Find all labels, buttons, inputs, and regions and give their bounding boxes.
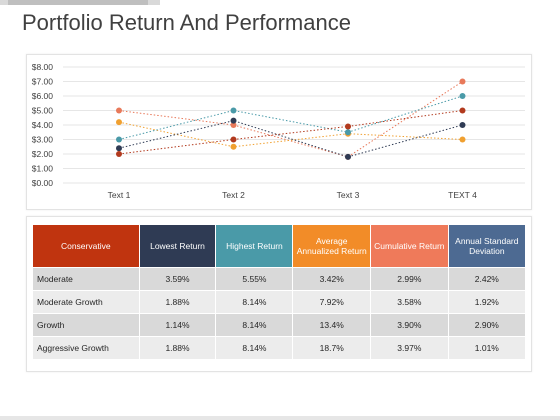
- y-tick-label: $2.00: [32, 149, 54, 159]
- y-tick-label: $8.00: [32, 62, 54, 72]
- table-row: Moderate 3.59% 5.55% 3.42% 2.99% 2.42%: [33, 268, 525, 290]
- data-point: [230, 122, 237, 128]
- table-cell: 2.99%: [371, 268, 448, 290]
- y-tick-label: $7.00: [32, 77, 54, 87]
- table-cell: 3.97%: [371, 337, 448, 359]
- data-point: [230, 107, 237, 114]
- y-tick-label: $0.00: [32, 178, 54, 188]
- data-point: [345, 123, 351, 130]
- chart-panel: $0.00 $1.00 $2.00 $3.00 $4.00 $5.00 $6.00 $7.00…: [26, 54, 532, 210]
- data-point: [116, 119, 122, 126]
- table-cell: 2.42%: [448, 268, 525, 290]
- table-panel: Conservative Lowest Return Highest Return A…: [26, 216, 532, 372]
- y-tick-label: $4.00: [32, 120, 54, 130]
- table-cell: 18.7%: [293, 337, 371, 359]
- table-cell: 1.14%: [139, 314, 216, 336]
- series-line: [118, 121, 463, 148]
- table-cell: 3.42%: [293, 268, 371, 290]
- table-cell: 8.14%: [216, 291, 293, 313]
- y-tick-label: $1.00: [32, 164, 54, 174]
- table-cell: 1.01%: [448, 337, 525, 359]
- column-header: Highest Return: [216, 225, 293, 267]
- data-point: [459, 107, 466, 114]
- table-cell: 1.88%: [139, 337, 216, 359]
- table-cell: 2.90%: [448, 314, 525, 336]
- data-point: [116, 151, 122, 157]
- table-cell: 3.58%: [371, 291, 448, 313]
- table-row: Moderate Growth 1.88% 8.14% 7.92% 3.58% 1.92%: [33, 291, 525, 313]
- series-line: [118, 95, 463, 140]
- row-label-cell: Aggressive Growth: [33, 337, 139, 359]
- y-tick-label: $6.00: [32, 91, 54, 101]
- table-row: Growth 1.14% 8.14% 13.4% 3.90% 2.90%: [33, 314, 525, 336]
- x-tick-label: Text 3: [337, 190, 360, 200]
- table-cell: 5.55%: [216, 268, 293, 290]
- data-point: [345, 129, 351, 136]
- row-label-cell: Moderate: [33, 268, 139, 290]
- data-point: [116, 107, 122, 114]
- column-header: Lowest Return: [139, 225, 216, 267]
- data-point: [230, 117, 237, 124]
- data-point: [459, 122, 466, 128]
- data-point: [459, 93, 466, 99]
- y-tick-label: $3.00: [32, 135, 54, 145]
- bottom-bar: [0, 416, 560, 420]
- top-accent-bar-inner: [8, 0, 148, 5]
- table-cell: 13.4%: [293, 314, 371, 336]
- page-title: Portfolio Return And Performance: [22, 10, 351, 35]
- table-cell: 8.14%: [216, 337, 293, 359]
- series-line: [118, 110, 463, 155]
- row-label-cell: Moderate Growth: [33, 291, 139, 313]
- column-header: Cumulative Return: [371, 225, 448, 267]
- data-point: [459, 78, 466, 85]
- table-cell: 1.92%: [448, 291, 525, 313]
- table-header-row: Conservative Lowest Return Highest Return A…: [33, 225, 525, 267]
- data-point: [230, 136, 237, 143]
- data-point: [116, 145, 122, 152]
- x-tick-label: TEXT 4: [448, 190, 477, 200]
- table-cell: 3.59%: [139, 268, 216, 290]
- table-cell: 8.14%: [216, 314, 293, 336]
- table-cell: 1.88%: [139, 291, 216, 313]
- line-chart: $0.00 $1.00 $2.00 $3.00 $4.00 $5.00 $6.00 $7.00…: [32, 62, 525, 200]
- column-header: Average Annualized Return: [293, 225, 371, 267]
- performance-table: Conservative Lowest Return Highest Return A…: [32, 224, 526, 360]
- column-header: Annual Standard Deviation: [448, 225, 525, 267]
- x-tick-label: Text 1: [108, 190, 131, 200]
- table-body: Moderate 3.59% 5.55% 3.42% 2.99% 2.42% Moderat…: [33, 268, 525, 359]
- data-point: [459, 136, 466, 143]
- x-tick-label: Text 2: [222, 190, 245, 200]
- y-tick-label: $5.00: [32, 106, 54, 116]
- data-point: [230, 143, 237, 150]
- row-label-cell: Growth: [33, 314, 139, 336]
- data-point: [345, 153, 351, 160]
- column-header: Conservative: [33, 225, 139, 267]
- table-row: Aggressive Growth 1.88% 8.14% 18.7% 3.97% 1.0…: [33, 337, 525, 359]
- series-line: [118, 81, 463, 158]
- table-cell: 3.90%: [371, 314, 448, 336]
- table-cell: 7.92%: [293, 291, 371, 313]
- data-point: [116, 136, 122, 143]
